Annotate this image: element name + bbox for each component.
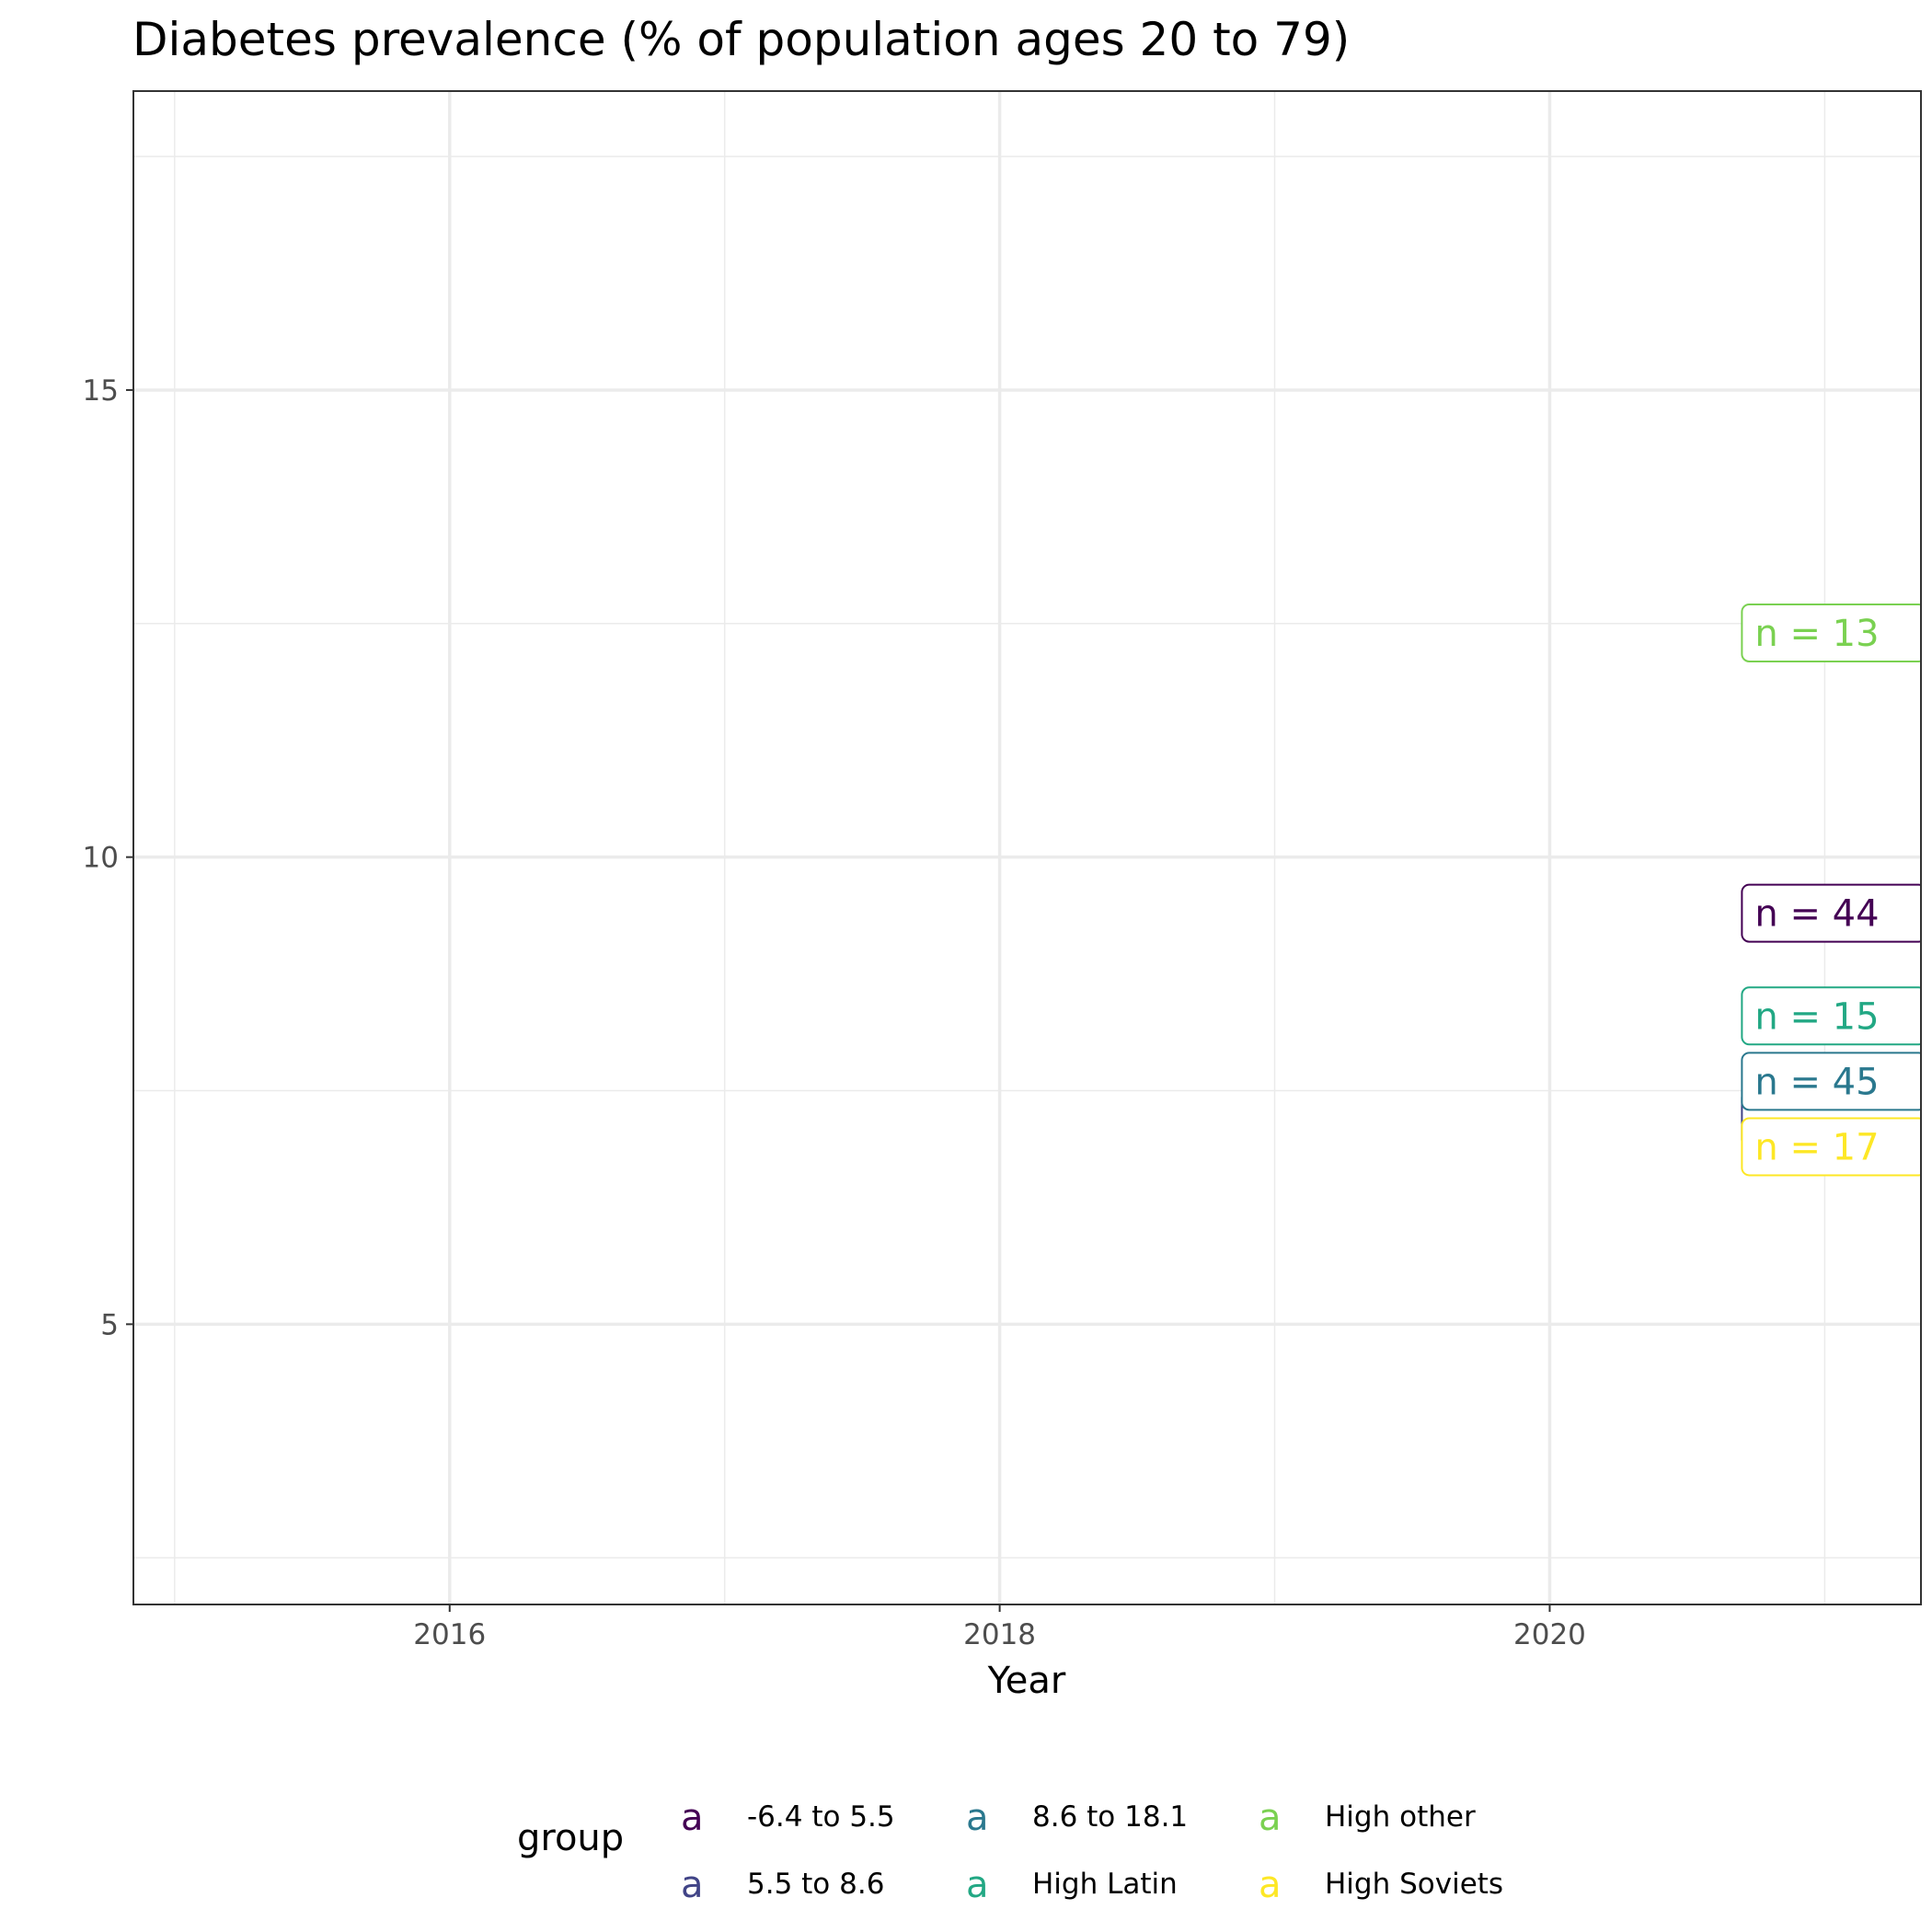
legend-label: 8.6 to 18.1 [1032,1800,1188,1834]
series-end-label-box [1741,1052,1921,1111]
legend-label: High Soviets [1325,1868,1503,1901]
legend-item: a -6.4 to 5.5 [681,1797,895,1839]
x-tick-label: 2016 [413,1618,486,1651]
legend-key-glyph: a [1259,1864,1282,1906]
series-end-label-text: n = 15 [1754,995,1879,1038]
series-end-label-box [1741,986,1921,1046]
series-end-label: n = 45 [1741,1052,1921,1111]
legend-label: High other [1325,1800,1476,1834]
legend-key-glyph: a [1259,1797,1282,1839]
y-axis: 5 10 15 [83,374,133,1341]
legend-item: a High Latin [966,1864,1178,1906]
legend-item: a 5.5 to 8.6 [681,1864,884,1906]
x-axis-title: Year [987,1660,1066,1702]
series-end-label-text: n = 17 [1754,1126,1879,1168]
legend-label: 5.5 to 8.6 [747,1868,884,1901]
minor-gridlines [133,91,1921,1604]
series-end-label-text: n = 45 [1754,1061,1879,1103]
legend-title: group [517,1817,624,1859]
y-tick-label: 10 [83,842,119,875]
legend: group a -6.4 to 5.5 a 5.5 to 8.6 a 8.6 to 18.… [517,1797,1503,1906]
plot-panel-bg [133,91,1921,1604]
y-tick-label: 15 [83,374,119,408]
series-end-label: n = 13 [1741,603,1921,662]
legend-label: High Latin [1032,1868,1178,1901]
series-end-label: n = 17 [1741,1117,1921,1177]
series-end-label-box [1741,603,1921,662]
series-end-label-text: n = 13 [1754,613,1879,655]
series-end-label-box [1741,883,1921,943]
legend-item: a 8.6 to 18.1 [966,1797,1188,1839]
legend-key-glyph: a [966,1864,989,1906]
x-axis: 2016 2018 2020 [413,1604,1586,1651]
legend-key-glyph: a [966,1797,989,1839]
x-tick-label: 2020 [1513,1618,1586,1651]
series-end-label: n = 15 [1741,986,1921,1046]
legend-key-glyph: a [681,1797,704,1839]
legend-label: -6.4 to 5.5 [747,1800,895,1834]
plot-panel-border [132,90,1922,1605]
y-tick-label: 5 [100,1308,119,1341]
legend-item: a High other [1259,1797,1476,1839]
legend-item: a High Soviets [1259,1864,1503,1906]
series-end-label-text: n = 44 [1754,893,1879,936]
legend-key-glyph: a [681,1864,704,1906]
major-gridlines [133,91,1921,1604]
series-end-label: n = 44 [1741,883,1921,943]
x-tick-label: 2018 [963,1618,1036,1651]
chart-title: Diabetes prevalence (% of population age… [132,13,1350,66]
series-end-label-box [1741,1117,1921,1177]
series-end-labels: n = 44 n = 45 n = 15 n = 13 n = 17 [1741,603,1921,1177]
